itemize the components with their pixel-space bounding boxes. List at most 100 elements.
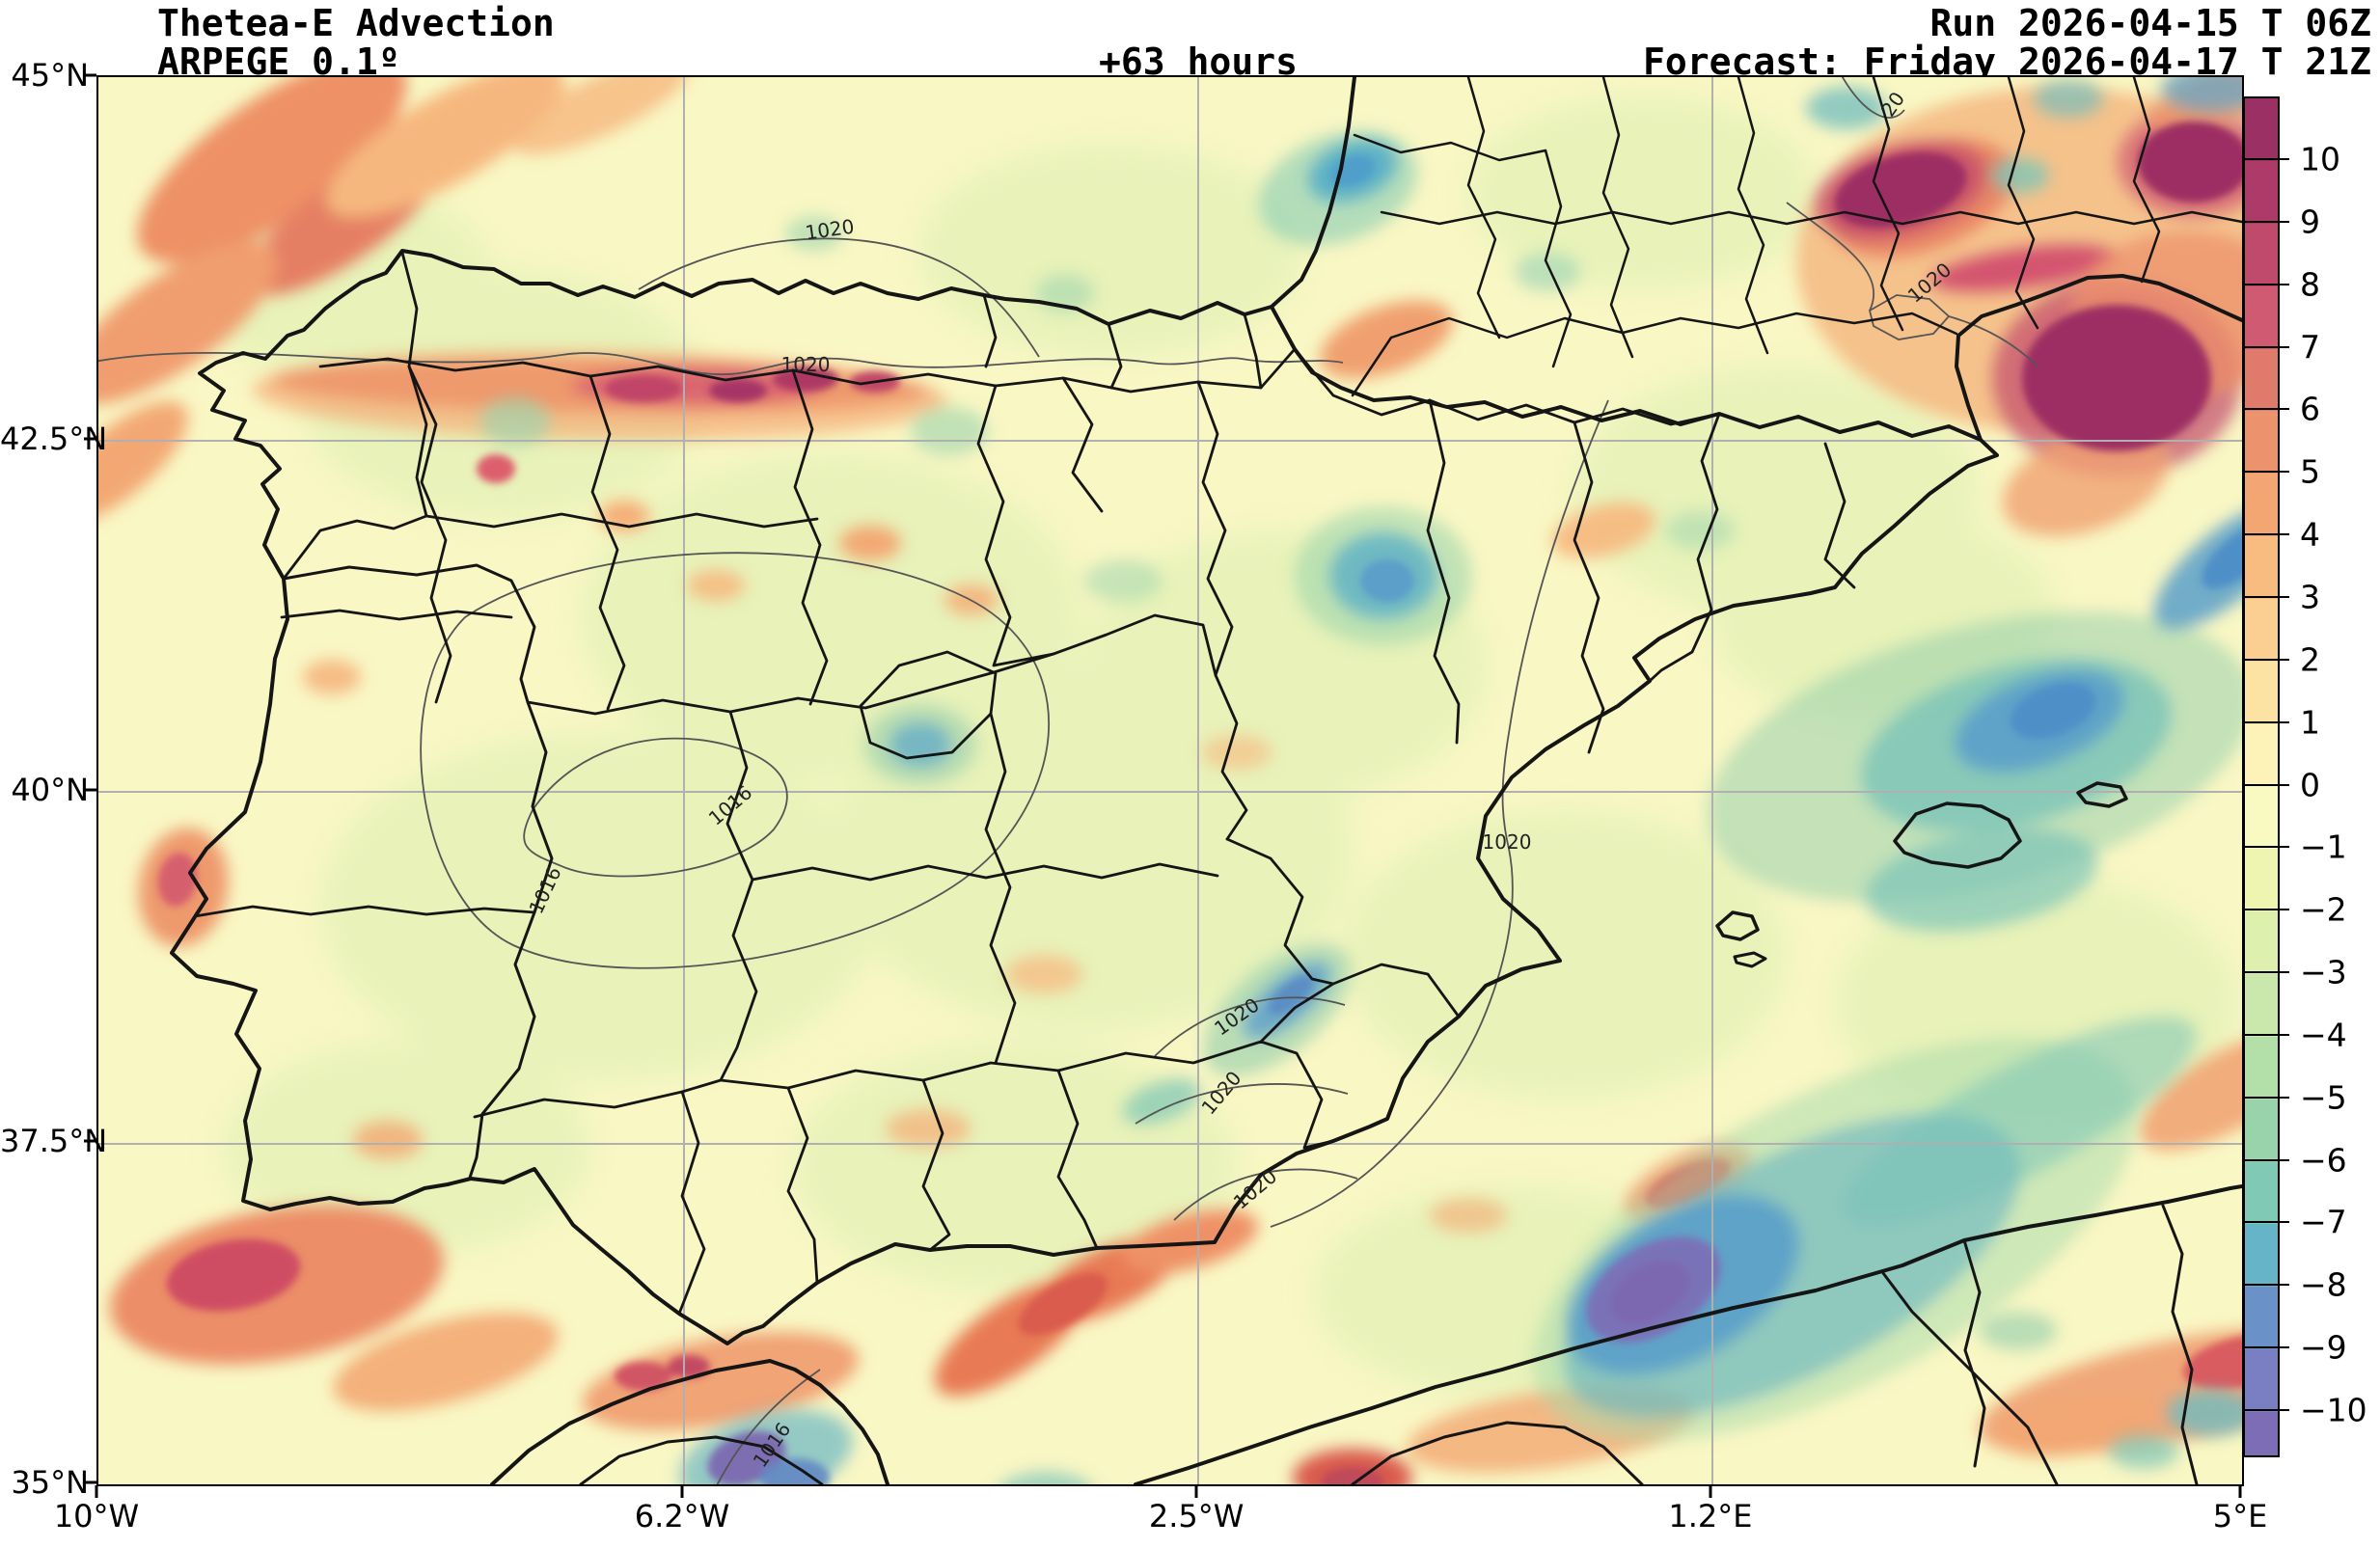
isobar-label: 1020	[804, 214, 856, 245]
colorbar-tick-label: −5	[2300, 1078, 2347, 1117]
y-axis-tick-mark	[84, 1480, 96, 1484]
colorbar-tick-mark	[2243, 1346, 2289, 1349]
colorbar-tick-label: 4	[2300, 515, 2320, 554]
colorbar-segment	[2245, 1161, 2278, 1225]
colorbar-tick-mark	[2243, 1096, 2289, 1099]
colorbar-tick-label: −3	[2300, 953, 2347, 991]
field-warm-cores	[157, 122, 2242, 1484]
colorbar-tick-mark	[2243, 1033, 2289, 1036]
colorbar-segment	[2245, 1099, 2278, 1162]
colorbar-tick-label: 2	[2300, 640, 2320, 679]
y-axis-tick-mark	[84, 788, 96, 792]
colorbar-segment	[2245, 1411, 2278, 1455]
colorbar-tick-mark	[2243, 1284, 2289, 1287]
x-axis-tick-label: 5°E	[2212, 1498, 2268, 1534]
colorbar-tick-mark	[2243, 408, 2289, 411]
colorbar-segment	[2245, 1349, 2278, 1412]
x-axis-tick-label: 10°W	[53, 1498, 140, 1534]
colorbar-segment	[2245, 1224, 2278, 1288]
colorbar-tick-label: −1	[2300, 828, 2347, 866]
colorbar-segment	[2245, 411, 2278, 475]
colorbar-segment	[2245, 598, 2278, 662]
colorbar-segment	[2245, 285, 2278, 349]
forecast-time: Forecast: Friday 2026-04-17 T 21Z	[1643, 41, 2371, 83]
colorbar-segment	[2245, 661, 2278, 724]
lead-time: +63 hours	[1099, 41, 1298, 83]
colorbar-tick-label: −10	[2300, 1391, 2367, 1429]
y-axis-tick-label: 40°N	[11, 772, 89, 809]
colorbar-tick-label: 0	[2300, 766, 2320, 803]
colorbar-segment	[2245, 723, 2278, 787]
y-axis-tick-mark	[84, 73, 96, 77]
colorbar-tick-mark	[2243, 783, 2289, 786]
x-axis-tick-label: 1.2°E	[1668, 1498, 1753, 1534]
run-time: Run 2026-04-15 T 06Z	[1929, 2, 2371, 44]
colorbar-tick-label: 10	[2300, 140, 2340, 178]
y-axis-tick-label: 45°N	[11, 57, 89, 94]
colorbar-tick-label: −7	[2300, 1203, 2347, 1241]
x-axis-tick-label: 2.5°W	[1148, 1498, 1245, 1534]
x-axis-tick-label: 6.2°W	[634, 1498, 730, 1534]
x-axis-tick-mark	[95, 1485, 98, 1498]
colorbar-segment	[2245, 223, 2278, 286]
colorbar-tick-mark	[2243, 345, 2289, 348]
coastline-borders	[170, 77, 2242, 1484]
colorbar-segment	[2245, 161, 2278, 224]
colorbar-tick-mark	[2243, 471, 2289, 474]
isobar-contours	[98, 77, 2038, 1484]
map-plot-area	[96, 75, 2244, 1486]
y-axis-tick-label: 37.5°N	[0, 1123, 108, 1160]
colorbar-tick-label: 1	[2300, 703, 2320, 742]
colorbar-segment	[2245, 786, 2278, 850]
x-axis-tick-mark	[1709, 1485, 1712, 1498]
colorbar-tick-mark	[2243, 1409, 2289, 1411]
colorbar-segment	[2245, 536, 2278, 599]
product-title: Thetea-E Advection	[157, 2, 555, 44]
colorbar-tick-mark	[2243, 658, 2289, 661]
colorbar-segment	[2245, 348, 2278, 412]
x-axis-tick-mark	[680, 1485, 684, 1498]
colorbar-tick-label: 9	[2300, 203, 2320, 241]
colorbar-tick-mark	[2243, 533, 2289, 536]
colorbar-segment	[2245, 474, 2278, 537]
run-block: Run 2026-04-15 T 06Z Forecast: Friday 202…	[1643, 4, 2371, 81]
colorbar-segment	[2245, 1287, 2278, 1350]
colorbar-tick-label: −6	[2300, 1141, 2347, 1180]
y-axis-tick-mark	[84, 1139, 96, 1143]
colorbar-tick-label: −8	[2300, 1265, 2347, 1304]
y-axis-tick-label: 42.5°N	[0, 421, 108, 457]
colorbar-tick-mark	[2243, 158, 2289, 160]
colorbar-tick-mark	[2243, 283, 2289, 285]
y-axis-tick-mark	[84, 437, 96, 441]
colorbar-tick-label: −2	[2300, 890, 2347, 929]
colorbar-segment	[2245, 1036, 2278, 1100]
colorbar-tick-label: 5	[2300, 452, 2320, 491]
colorbar-segment	[2245, 98, 2278, 161]
colorbar-tick-mark	[2243, 909, 2289, 911]
colorbar-tick-label: −9	[2300, 1328, 2347, 1367]
y-axis-tick-label: 35°N	[11, 1464, 89, 1501]
x-axis-tick-mark	[1194, 1485, 1198, 1498]
x-axis-tick-mark	[2238, 1485, 2242, 1498]
colorbar-tick-label: 3	[2300, 578, 2320, 616]
isobar-label: 1020	[780, 353, 831, 376]
colorbar-tick-label: 8	[2300, 265, 2320, 304]
model-name: ARPEGE 0.1º	[157, 41, 400, 83]
colorbar-tick-label: 7	[2300, 328, 2320, 367]
colorbar-tick-mark	[2243, 971, 2289, 974]
colorbar-tick-mark	[2243, 1158, 2289, 1161]
colorbar-tick-mark	[2243, 220, 2289, 223]
colorbar-tick-mark	[2243, 1221, 2289, 1224]
colorbar	[2243, 96, 2280, 1457]
colorbar-tick-mark	[2243, 720, 2289, 723]
map-canvas	[98, 77, 2242, 1484]
field-cool-layer	[480, 77, 2242, 1484]
colorbar-tick-mark	[2243, 595, 2289, 598]
title-block: Thetea-E Advection ARPEGE 0.1º	[157, 4, 555, 81]
colorbar-segment	[2245, 973, 2278, 1037]
colorbar-tick-label: −4	[2300, 1016, 2347, 1054]
field-cool-cores	[707, 154, 2242, 1484]
colorbar-segment	[2245, 849, 2278, 912]
colorbar-tick-mark	[2243, 846, 2289, 849]
